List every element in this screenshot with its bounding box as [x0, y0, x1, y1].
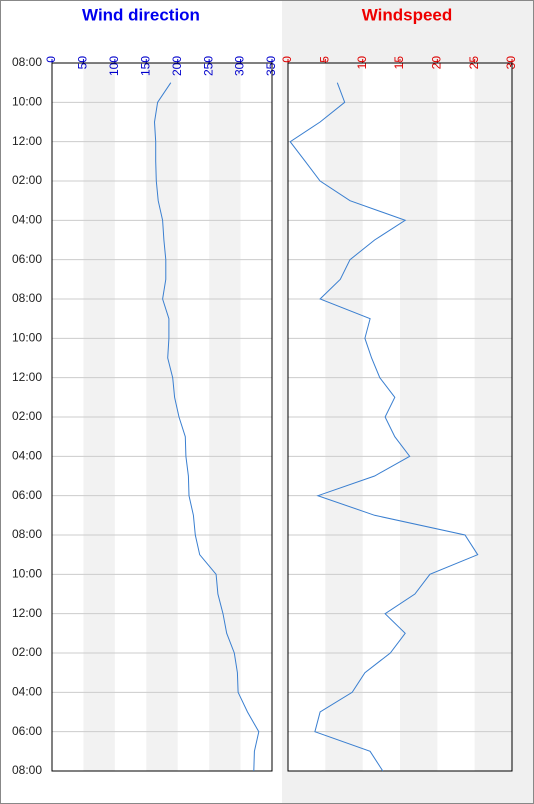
x-tick-label: 150: [138, 56, 152, 76]
y-tick-label: 02:00: [12, 409, 42, 423]
y-tick-label: 12:00: [12, 370, 42, 384]
y-tick-label: 04:00: [12, 213, 42, 227]
plot-frame: [51, 62, 273, 772]
y-tick-label: 06:00: [12, 252, 42, 266]
y-tick-label: 02:00: [12, 173, 42, 187]
y-tick-label: 04:00: [12, 685, 42, 699]
y-tick-label: 08:00: [12, 55, 42, 69]
y-tick-label: 06:00: [12, 488, 42, 502]
x-tick-label: 250: [201, 56, 215, 76]
plot-frame: [287, 62, 513, 772]
x-tick-label: 350: [264, 56, 278, 76]
y-tick-label: 08:00: [12, 527, 42, 541]
data-line: [153, 82, 260, 772]
x-tick-label: 0: [44, 56, 58, 63]
x-tick-label: 5: [318, 56, 332, 63]
y-tick-label: 08:00: [12, 291, 42, 305]
chart-title: Wind direction: [82, 5, 200, 24]
x-tick-label: 0: [280, 56, 294, 63]
y-tick-label: 06:00: [12, 724, 42, 738]
chart-title: Windspeed: [362, 5, 453, 24]
x-tick-label: 200: [170, 56, 184, 76]
y-tick-label: 10:00: [12, 95, 42, 109]
y-tick-label: 12:00: [12, 606, 42, 620]
y-tick-label: 02:00: [12, 645, 42, 659]
y-tick-label: 12:00: [12, 134, 42, 148]
x-tick-label: 300: [233, 56, 247, 76]
data-line: [289, 82, 479, 772]
y-tick-label: 10:00: [12, 567, 42, 581]
y-tick-label: 04:00: [12, 449, 42, 463]
x-tick-label: 100: [107, 56, 121, 76]
y-tick-label: 08:00: [12, 763, 42, 777]
y-tick-label: 10:00: [12, 331, 42, 345]
